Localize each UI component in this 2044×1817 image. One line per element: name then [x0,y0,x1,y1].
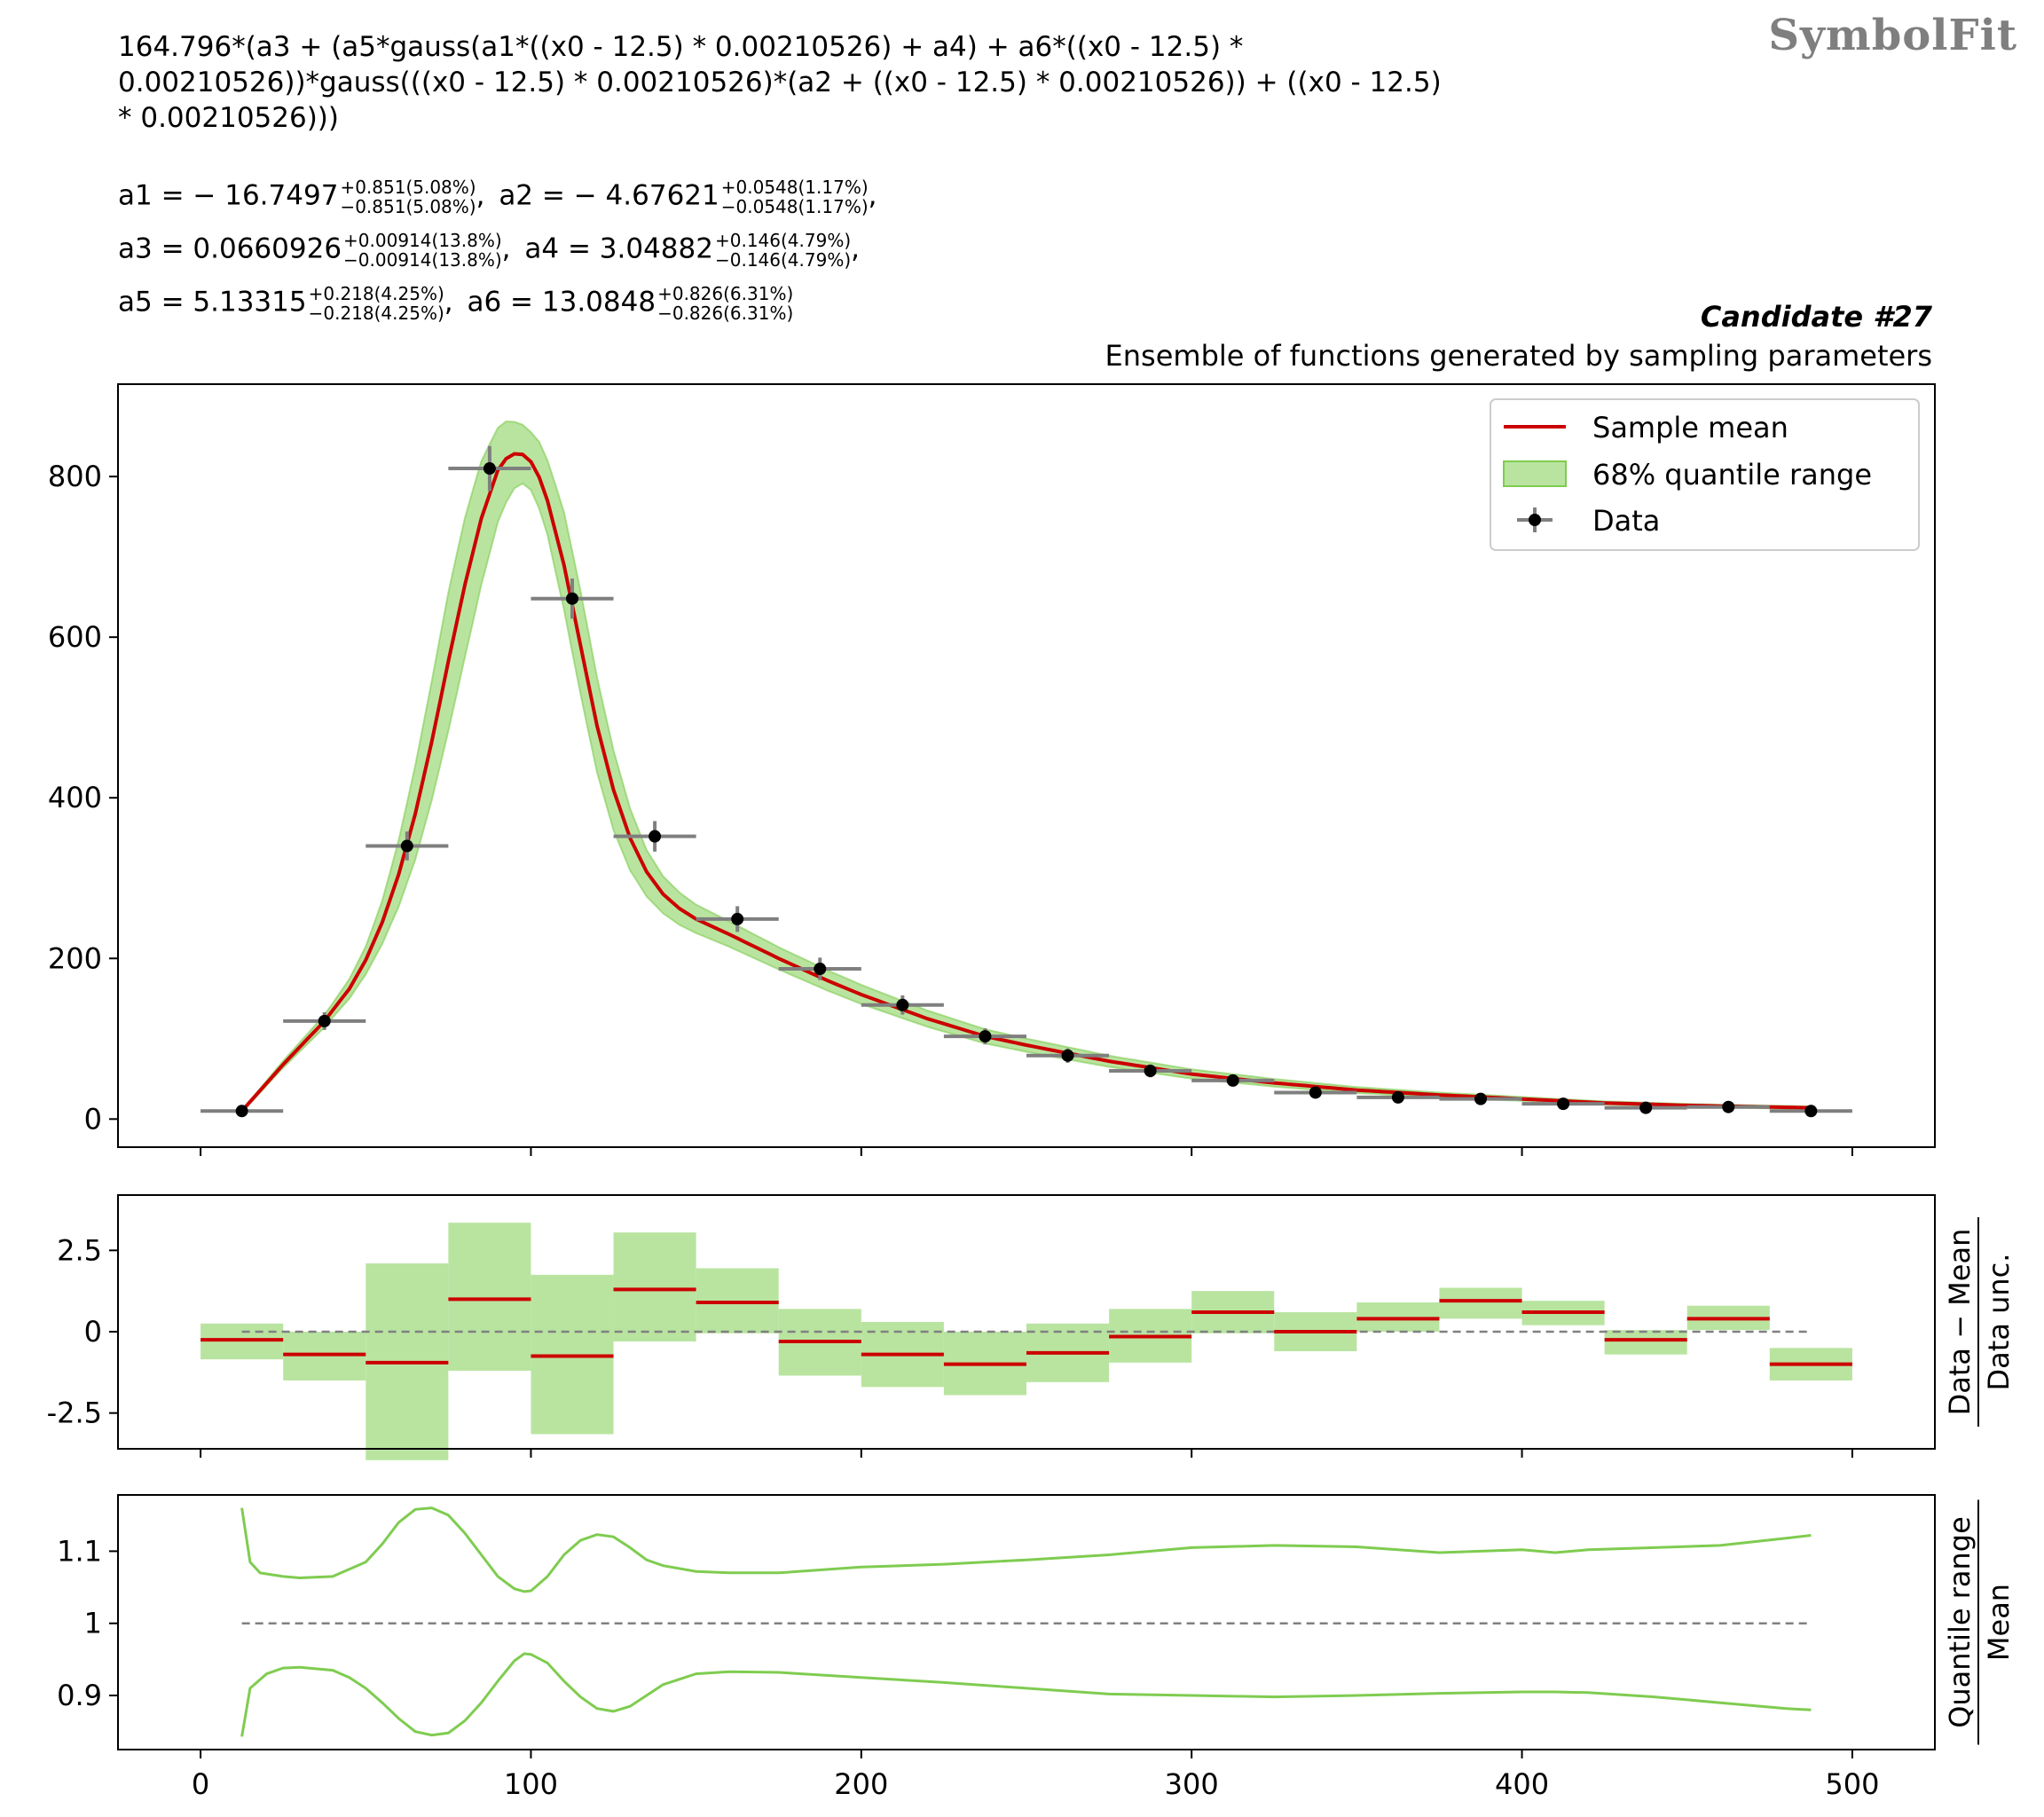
residual-ylabel-den: Data unc. [1982,1254,2016,1391]
data-marker [649,830,662,843]
residual-ylabel: Data − Mean Data unc. [1943,1217,2016,1427]
legend-data-marker [1529,514,1541,526]
data-marker [814,963,827,976]
ratio-lower-line [240,1652,1812,1737]
data-marker [1639,1101,1653,1114]
param-a4: a4 = 3.04882 +0.146(4.79%) −0.146(4.79%), [524,230,860,271]
data-point [1356,1090,1440,1104]
legend-mean-label: Sample mean [1592,411,1788,444]
symbolfit-watermark: SymbolFit [1768,11,2017,60]
data-point [1604,1101,1687,1114]
y-tick-label: 0 [84,1102,102,1136]
residual-ylabel-num: Data − Mean [1943,1229,1977,1416]
data-marker [896,998,909,1011]
param-a5: a5 = 5.13315 +0.218(4.25%) −0.218(4.25%), [118,283,453,324]
data-point [1026,1048,1110,1063]
ratio-y-tick-label: 1.1 [57,1534,102,1568]
sample-mean-line [240,452,1812,1113]
data-marker [1722,1100,1735,1113]
data-point [696,906,779,932]
ratio-ylabel-num: Quantile range [1943,1516,1977,1728]
data-point [1274,1086,1357,1099]
ratio-panel: 1.1 1 0.9 0 100 200 300 400 500 Quantile range Mea… [57,1494,2016,1801]
legend-frame [1490,398,1920,551]
legend-band-label: 68% quantile range [1592,458,1872,492]
ratio-ylabel-den: Mean [1982,1584,2016,1661]
data-point [778,957,861,980]
y-tick-label: 800 [48,460,102,493]
data-point [613,821,696,852]
residual-band [448,1223,531,1371]
residual-band [1604,1330,1687,1355]
data-marker [1391,1090,1404,1104]
data-marker [1061,1049,1074,1062]
residual-panel: 2.5 0 -2.5 Data − Mean Data unc. [47,1194,2016,1460]
ratio-ylabel: Quantile range Mean [1943,1499,2016,1745]
y-tick-label: 200 [48,941,102,975]
data-marker [1474,1092,1487,1105]
residual-y-tick-label: 2.5 [57,1233,102,1267]
candidate-label: Candidate #27 [1700,300,1932,334]
data-marker [318,1014,331,1027]
data-marker [235,1105,248,1118]
legend: Sample mean 68% quantile range Data [1490,398,1920,551]
param-row-3: a5 = 5.13315 +0.218(4.25%) −0.218(4.25%), … [118,284,798,323]
y-tick-label: 600 [48,620,102,654]
x-tick-label: 500 [1825,1767,1879,1801]
data-point [1439,1092,1522,1105]
formula-line-2: 0.00210526))*gauss(((x0 - 12.5) * 0.0021… [118,67,1442,98]
legend-band-swatch [1503,460,1567,487]
data-marker [1804,1105,1818,1118]
data-point [943,1028,1026,1045]
residual-axes-frame [117,1194,1936,1450]
x-tick-label: 300 [1165,1767,1219,1801]
data-point [1109,1064,1192,1078]
param-row-2: a3 = 0.0660926 +0.00914(13.8%) −0.00914(13… [118,231,865,270]
data-point [861,995,944,1015]
data-marker [400,839,413,853]
data-point [200,1105,284,1118]
chart-subtitle: Ensemble of functions generated by sampl… [1105,339,1932,373]
param-a1: a1 = − 16.7497 +0.851(5.08%) −0.851(5.08%)… [118,177,485,217]
y-tick-label: 400 [48,781,102,814]
param-a3: a3 = 0.0660926 +0.00914(13.8%) −0.00914(13… [118,230,511,271]
data-point [1521,1097,1605,1111]
ratio-y-tick-label: 0.9 [57,1679,102,1712]
data-marker [1309,1086,1322,1099]
data-marker [1144,1065,1157,1077]
data-point [1191,1074,1275,1087]
residual-y-tick-label: 0 [84,1315,102,1349]
data-marker [1557,1097,1570,1111]
data-point [531,578,614,619]
data-point [283,1011,366,1030]
data-point [366,831,449,861]
main-axes-frame [117,383,1936,1148]
ratio-axes-frame [117,1494,1936,1750]
residual-band [1439,1287,1522,1319]
data-marker [979,1030,992,1043]
param-a6: a6 = 13.0848 +0.826(6.31%) −0.826(6.31%) [467,283,794,324]
x-tick-label: 100 [504,1767,558,1801]
data-marker [483,462,496,476]
formula-line-3: * 0.00210526))) [118,102,339,134]
data-point [1686,1100,1770,1113]
data-marker [566,592,578,605]
ratio-upper-line [240,1506,1812,1593]
legend-data-label: Data [1592,504,1660,538]
data-point [1769,1105,1852,1118]
data-marker [1226,1074,1239,1087]
x-tick-label: 0 [192,1767,209,1801]
main-panel: 0 200 400 600 800 Sample mean 68% quantile ran… [48,383,1936,1156]
residual-band [613,1232,696,1341]
data-point [448,445,531,492]
ratio-y-tick-label: 1 [84,1607,102,1640]
data-marker [731,912,744,925]
formula-line-1: 164.796*(a3 + (a5*gauss(a1*((x0 - 12.5) … [118,31,1244,63]
param-a2: a2 = − 4.67621 +0.0548(1.17%) −0.0548(1.17… [499,177,877,217]
x-tick-label: 200 [834,1767,888,1801]
residual-y-tick-label: -2.5 [47,1396,102,1430]
x-tick-label: 400 [1495,1767,1549,1801]
param-row-1: a1 = − 16.7497 +0.851(5.08%) −0.851(5.08%)… [118,177,883,216]
